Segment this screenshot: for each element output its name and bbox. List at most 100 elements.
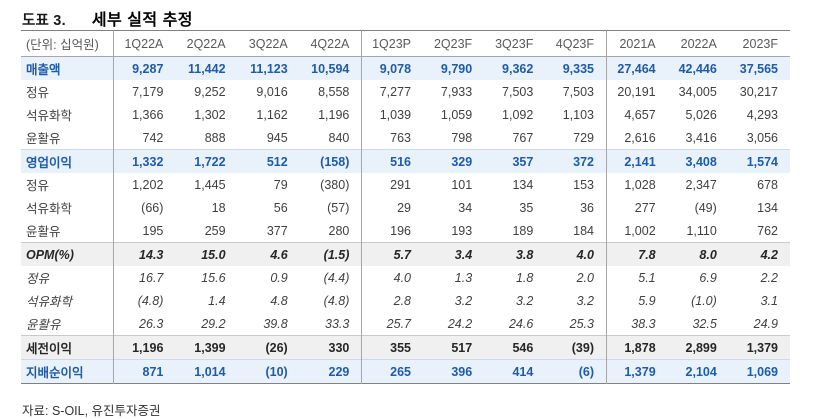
cell: 7,933 — [440, 84, 473, 99]
cell: 34 — [458, 200, 473, 215]
cell: 9,335 — [545, 56, 607, 80]
column-header: 2Q22A — [175, 30, 238, 57]
cell: 762 — [757, 223, 778, 238]
cell: 517 — [423, 335, 485, 360]
table-row: 윤활유 742 888 945 840 763 798 767 729 2,616 3,416 3,0… — [21, 126, 790, 150]
cell: 27,464 — [605, 56, 668, 80]
column-header: 1Q23P — [361, 30, 424, 57]
cell: 35 — [519, 200, 534, 215]
cell: (6) — [545, 359, 607, 384]
cell: 3.2 — [454, 293, 473, 308]
row-label: 세전이익 — [21, 335, 114, 360]
cell: 1,878 — [605, 335, 668, 360]
cell: 1,302 — [194, 107, 226, 122]
cell: 10,594 — [299, 56, 362, 80]
cell: 20,191 — [605, 80, 668, 103]
column-header: 3Q23F — [484, 30, 546, 57]
table-row: 매출액 9,287 11,442 11,123 10,594 9,078 9,790 9,36… — [21, 56, 790, 80]
cell: 3.1 — [760, 293, 778, 308]
cell: 1,092 — [502, 107, 534, 122]
cell: 3.2 — [576, 293, 594, 308]
cell: 9,362 — [484, 56, 546, 80]
row-label: 석유화학 — [26, 109, 73, 123]
cell: 229 — [299, 359, 362, 384]
cell: 134 — [757, 200, 778, 215]
cell: (380) — [320, 177, 350, 192]
cell: 840 — [328, 130, 350, 145]
cell: 25.3 — [569, 316, 594, 331]
cell: 1.8 — [515, 270, 534, 285]
cell: 265 — [361, 359, 424, 384]
cell: 330 — [299, 335, 362, 360]
table-row: 정유 7,179 9,252 9,016 8,558 7,277 7,933 7,503 7,5… — [21, 80, 790, 103]
cell: 9,790 — [423, 56, 485, 80]
cell: (4.8) — [323, 293, 350, 308]
cell: (66) — [112, 196, 176, 219]
cell: 516 — [361, 149, 424, 173]
cell: 2.0 — [576, 270, 594, 285]
row-label: 윤활유 — [26, 318, 61, 332]
cell: 1,039 — [361, 103, 424, 126]
cell: 396 — [423, 359, 485, 384]
cell: 767 — [512, 130, 534, 145]
cell: 4.2 — [728, 242, 790, 266]
cell: 30,217 — [739, 84, 778, 99]
cell: 1.4 — [208, 293, 226, 308]
cell: 32.5 — [692, 316, 717, 331]
row-label: 석유화학 — [26, 202, 73, 216]
cell: 101 — [451, 177, 473, 192]
cell: 9,252 — [194, 84, 226, 99]
cell: 37,565 — [728, 56, 790, 80]
cell: 1,002 — [605, 219, 668, 243]
cell: 15.0 — [175, 242, 238, 266]
cell: 1,399 — [175, 335, 238, 360]
column-header: 2021A — [605, 30, 668, 57]
cell: 2,141 — [605, 149, 668, 173]
cell: 329 — [423, 149, 485, 173]
cell: 25.7 — [361, 312, 424, 336]
cell: 1,202 — [112, 173, 176, 196]
cell: 2,616 — [605, 126, 668, 150]
cell: 871 — [112, 359, 176, 384]
cell: 26.3 — [112, 312, 176, 336]
cell: 1.3 — [454, 270, 473, 285]
cell: 6.9 — [699, 270, 717, 285]
table-row: 세전이익 1,196 1,399 (26) 330 355 517 546 (39) 1,878 2… — [21, 335, 790, 360]
cell: 945 — [266, 130, 288, 145]
cell: 1,379 — [728, 335, 790, 360]
cell: 1,332 — [112, 149, 176, 173]
cell: 414 — [484, 359, 546, 384]
table-row: 윤활유 195 259 377 280 196 193 189 184 1,002 1,110 762 — [21, 219, 790, 243]
cell: 357 — [484, 149, 546, 173]
row-label: 지배순이익 — [21, 359, 114, 384]
cell: 8,558 — [318, 84, 350, 99]
table-row: 정유 1,202 1,445 79 (380) 291 101 134 153 1,028 2,34… — [21, 173, 790, 196]
cell: 11,123 — [237, 56, 300, 80]
column-header: 2023F — [728, 30, 790, 57]
cell: 798 — [451, 130, 473, 145]
cell: 4.0 — [545, 242, 607, 266]
cell: 1,379 — [605, 359, 668, 384]
cell: 742 — [112, 126, 176, 150]
cell: 280 — [328, 223, 350, 238]
cell: 9,287 — [112, 56, 176, 80]
row-label: 정유 — [26, 86, 50, 100]
cell: 134 — [512, 177, 534, 192]
row-label: OPM(%) — [21, 242, 114, 266]
column-header: 3Q22A — [237, 30, 300, 57]
cell: 29.2 — [201, 316, 226, 331]
row-label: 석유화학 — [26, 295, 73, 309]
cell: 196 — [361, 219, 424, 243]
cell: 0.9 — [270, 270, 288, 285]
cell: 11,442 — [175, 56, 238, 80]
row-label: 영업이익 — [21, 149, 114, 173]
cell: 184 — [573, 223, 594, 238]
cell: 2,347 — [685, 177, 717, 192]
table-row: 영업이익 1,332 1,722 512 (158) 516 329 357 372 2,141 3… — [21, 149, 790, 173]
cell: 377 — [266, 223, 288, 238]
cell: 9,078 — [361, 56, 424, 80]
cell: 1,028 — [605, 173, 668, 196]
cell: 1,574 — [728, 149, 790, 173]
cell: 29 — [361, 196, 424, 219]
